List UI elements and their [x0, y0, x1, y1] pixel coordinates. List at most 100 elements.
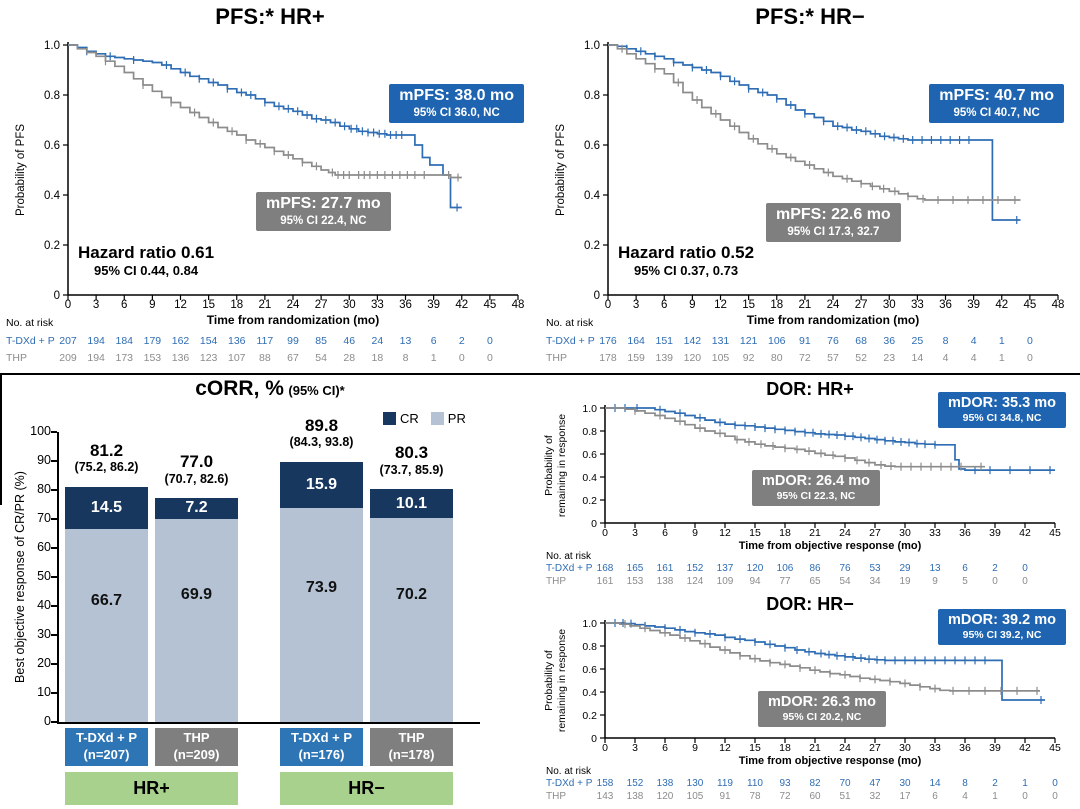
- x-tick-label: 27: [315, 299, 328, 311]
- y-tick-label: 1.0: [584, 40, 600, 52]
- y-tick-label: 50: [37, 569, 51, 583]
- risk-value: 1: [1022, 778, 1028, 789]
- y-tick-label: 1.0: [44, 40, 60, 52]
- risk-table-title: No. at risk: [546, 317, 594, 329]
- risk-value: 36: [883, 335, 895, 347]
- bar-total-label: 81.2 (75.2, 86.2): [47, 441, 167, 476]
- bar-cr-value: 14.5: [90, 498, 123, 516]
- risk-value: 99: [287, 335, 299, 347]
- pfs-hrneg-mpfs-tdxd-box: mPFS: 40.7 mo 95% CI 40.7, NC: [929, 84, 1064, 124]
- risk-value: 13: [929, 563, 941, 574]
- risk-value: 85: [315, 335, 327, 347]
- x-tick-label: 30: [899, 742, 911, 754]
- risk-value: 78: [749, 791, 761, 802]
- risk-value: 162: [172, 335, 190, 347]
- x-tick-label: 18: [779, 742, 791, 754]
- risk-value: 18: [372, 352, 384, 364]
- risk-value: 91: [719, 791, 731, 802]
- bar-arm-label-tdxd: T-DXd + P (n=176): [280, 728, 363, 766]
- bar-total-ci: (84.3, 93.8): [289, 435, 354, 450]
- x-tick-label: 33: [911, 299, 924, 311]
- risk-value: 2: [992, 778, 998, 789]
- x-tick-label: 45: [483, 299, 496, 311]
- risk-value: 24: [372, 335, 384, 347]
- mpfs-value: mPFS: 27.7 mo: [266, 195, 381, 212]
- risk-value: 1: [999, 352, 1005, 364]
- y-tick: [51, 634, 57, 636]
- y-tick-label: 0.4: [44, 190, 61, 202]
- x-tick-label: 24: [287, 299, 300, 311]
- bar-cr-segment: [65, 486, 148, 529]
- x-tick-label: 3: [93, 299, 99, 311]
- bar-total-label: 77.0 (70.7, 82.6): [137, 453, 257, 487]
- dor-hrneg-svg: 00.20.40.60.81.00 3 6 9 12 15 18 21 24 27 30 33 36 39…: [543, 618, 1061, 802]
- risk-value: 6: [962, 563, 968, 574]
- dor-hrpos-title: DOR: HR+: [766, 379, 854, 399]
- x-axis-label: Time from randomization (mo): [207, 313, 379, 327]
- bar-pr-segment: [370, 518, 453, 722]
- y-tick-label: 80: [37, 482, 51, 496]
- x-tick-label: 3: [632, 742, 638, 754]
- risk-value: 120: [657, 791, 674, 802]
- risk-value: 106: [768, 335, 786, 347]
- hazard-ratio-ci: 95% CI 0.37, 0.73: [633, 263, 739, 278]
- y-tick-label: 0.8: [584, 90, 600, 102]
- risk-value: 57: [827, 352, 839, 364]
- bar-arm-label-tdxd: T-DXd + P (n=207): [65, 728, 148, 766]
- risk-value: 153: [144, 352, 162, 364]
- y-tick-label: 10: [37, 685, 51, 699]
- y-tick-label: 40: [37, 598, 51, 612]
- x-tick-label: 15: [749, 742, 761, 754]
- risk-value: 194: [87, 352, 105, 364]
- y-axis-label: remaining in response: [556, 414, 568, 517]
- y-tick-label: 0: [44, 714, 51, 728]
- y-tick: [51, 518, 57, 520]
- arm-n: (n=207): [83, 747, 130, 762]
- panel-dor-hr-negative: DOR: HR− 0 0.2 0.4 0.6 0.8 1.0 0 3 6 9 12 15 18 21 24 2…: [540, 593, 1080, 809]
- x-axis-label: Time from randomization (mo): [747, 313, 919, 327]
- risk-value: 194: [87, 335, 105, 347]
- pfs-hrpos-plot: 0 0.2 0.4 0.6 0.8 1.0 0 3 6 9 12 15 18 21 24 27 30 33 36 39…: [0, 0, 540, 372]
- mpfs-ci: 95% CI 36.0, NC: [413, 106, 500, 119]
- x-tick-label: 3: [633, 299, 639, 311]
- x-tick-label: 27: [855, 299, 868, 311]
- x-tick-label: 0: [602, 742, 608, 754]
- risk-value: 9: [932, 576, 938, 587]
- x-tick-label: 0: [65, 299, 71, 311]
- risk-value: 4: [971, 335, 977, 347]
- mdor-ci: 95% CI 34.8, NC: [962, 412, 1042, 425]
- bar-total-value: 80.3: [394, 443, 429, 463]
- pfs-hrneg-hazard-ratio: Hazard ratio 0.52 95% CI 0.37, 0.73: [618, 243, 754, 278]
- arm-name: T-DXd + P: [75, 730, 138, 746]
- y-tick-label: 20: [37, 656, 51, 670]
- risk-value: 165: [627, 563, 644, 574]
- risk-value: 142: [684, 335, 702, 347]
- risk-value: 0: [487, 352, 493, 364]
- pfs-hrneg-mpfs-thp-box: mPFS: 22.6 mo 95% CI 17.3, 32.7: [766, 203, 901, 243]
- risk-value: 130: [687, 778, 704, 789]
- x-axis-label: Time from objective response (mo): [739, 755, 922, 767]
- y-tick-label: 0.6: [582, 449, 597, 461]
- mdor-ci: 95% CI 20.2, NC: [782, 711, 862, 724]
- bar-total-ci: (73.7, 85.9): [379, 462, 444, 477]
- y-tick-label: 0.8: [582, 426, 597, 438]
- arm-n: (n=209): [173, 747, 220, 762]
- x-tick-label: 18: [770, 299, 783, 311]
- risk-table-title: No. at risk: [546, 766, 592, 777]
- risk-value: 107: [228, 352, 246, 364]
- mdor-value: mDOR: 26.3 mo: [768, 694, 876, 710]
- panel-pfs-hr-negative: PFS:* HR− 0 0.2 0.4 0.6 0.8 1.0 0 3 6 9 12 15 18 21 24…: [540, 0, 1080, 372]
- y-axis-label: Probability of PFS: [15, 124, 27, 216]
- risk-value: 29: [899, 563, 911, 574]
- y-tick: [51, 460, 57, 462]
- x-tick-label: 9: [692, 742, 698, 754]
- risk-row-label: THP: [546, 791, 566, 802]
- risk-value: 52: [855, 352, 867, 364]
- x-tick-label: 42: [1019, 742, 1031, 754]
- y-tick: [51, 489, 57, 491]
- risk-value: 72: [799, 352, 811, 364]
- mdor-value: mDOR: 35.3 mo: [948, 395, 1056, 411]
- x-tick-label: 48: [512, 299, 525, 311]
- risk-value: 53: [869, 563, 881, 574]
- x-tick-label: 15: [202, 299, 215, 311]
